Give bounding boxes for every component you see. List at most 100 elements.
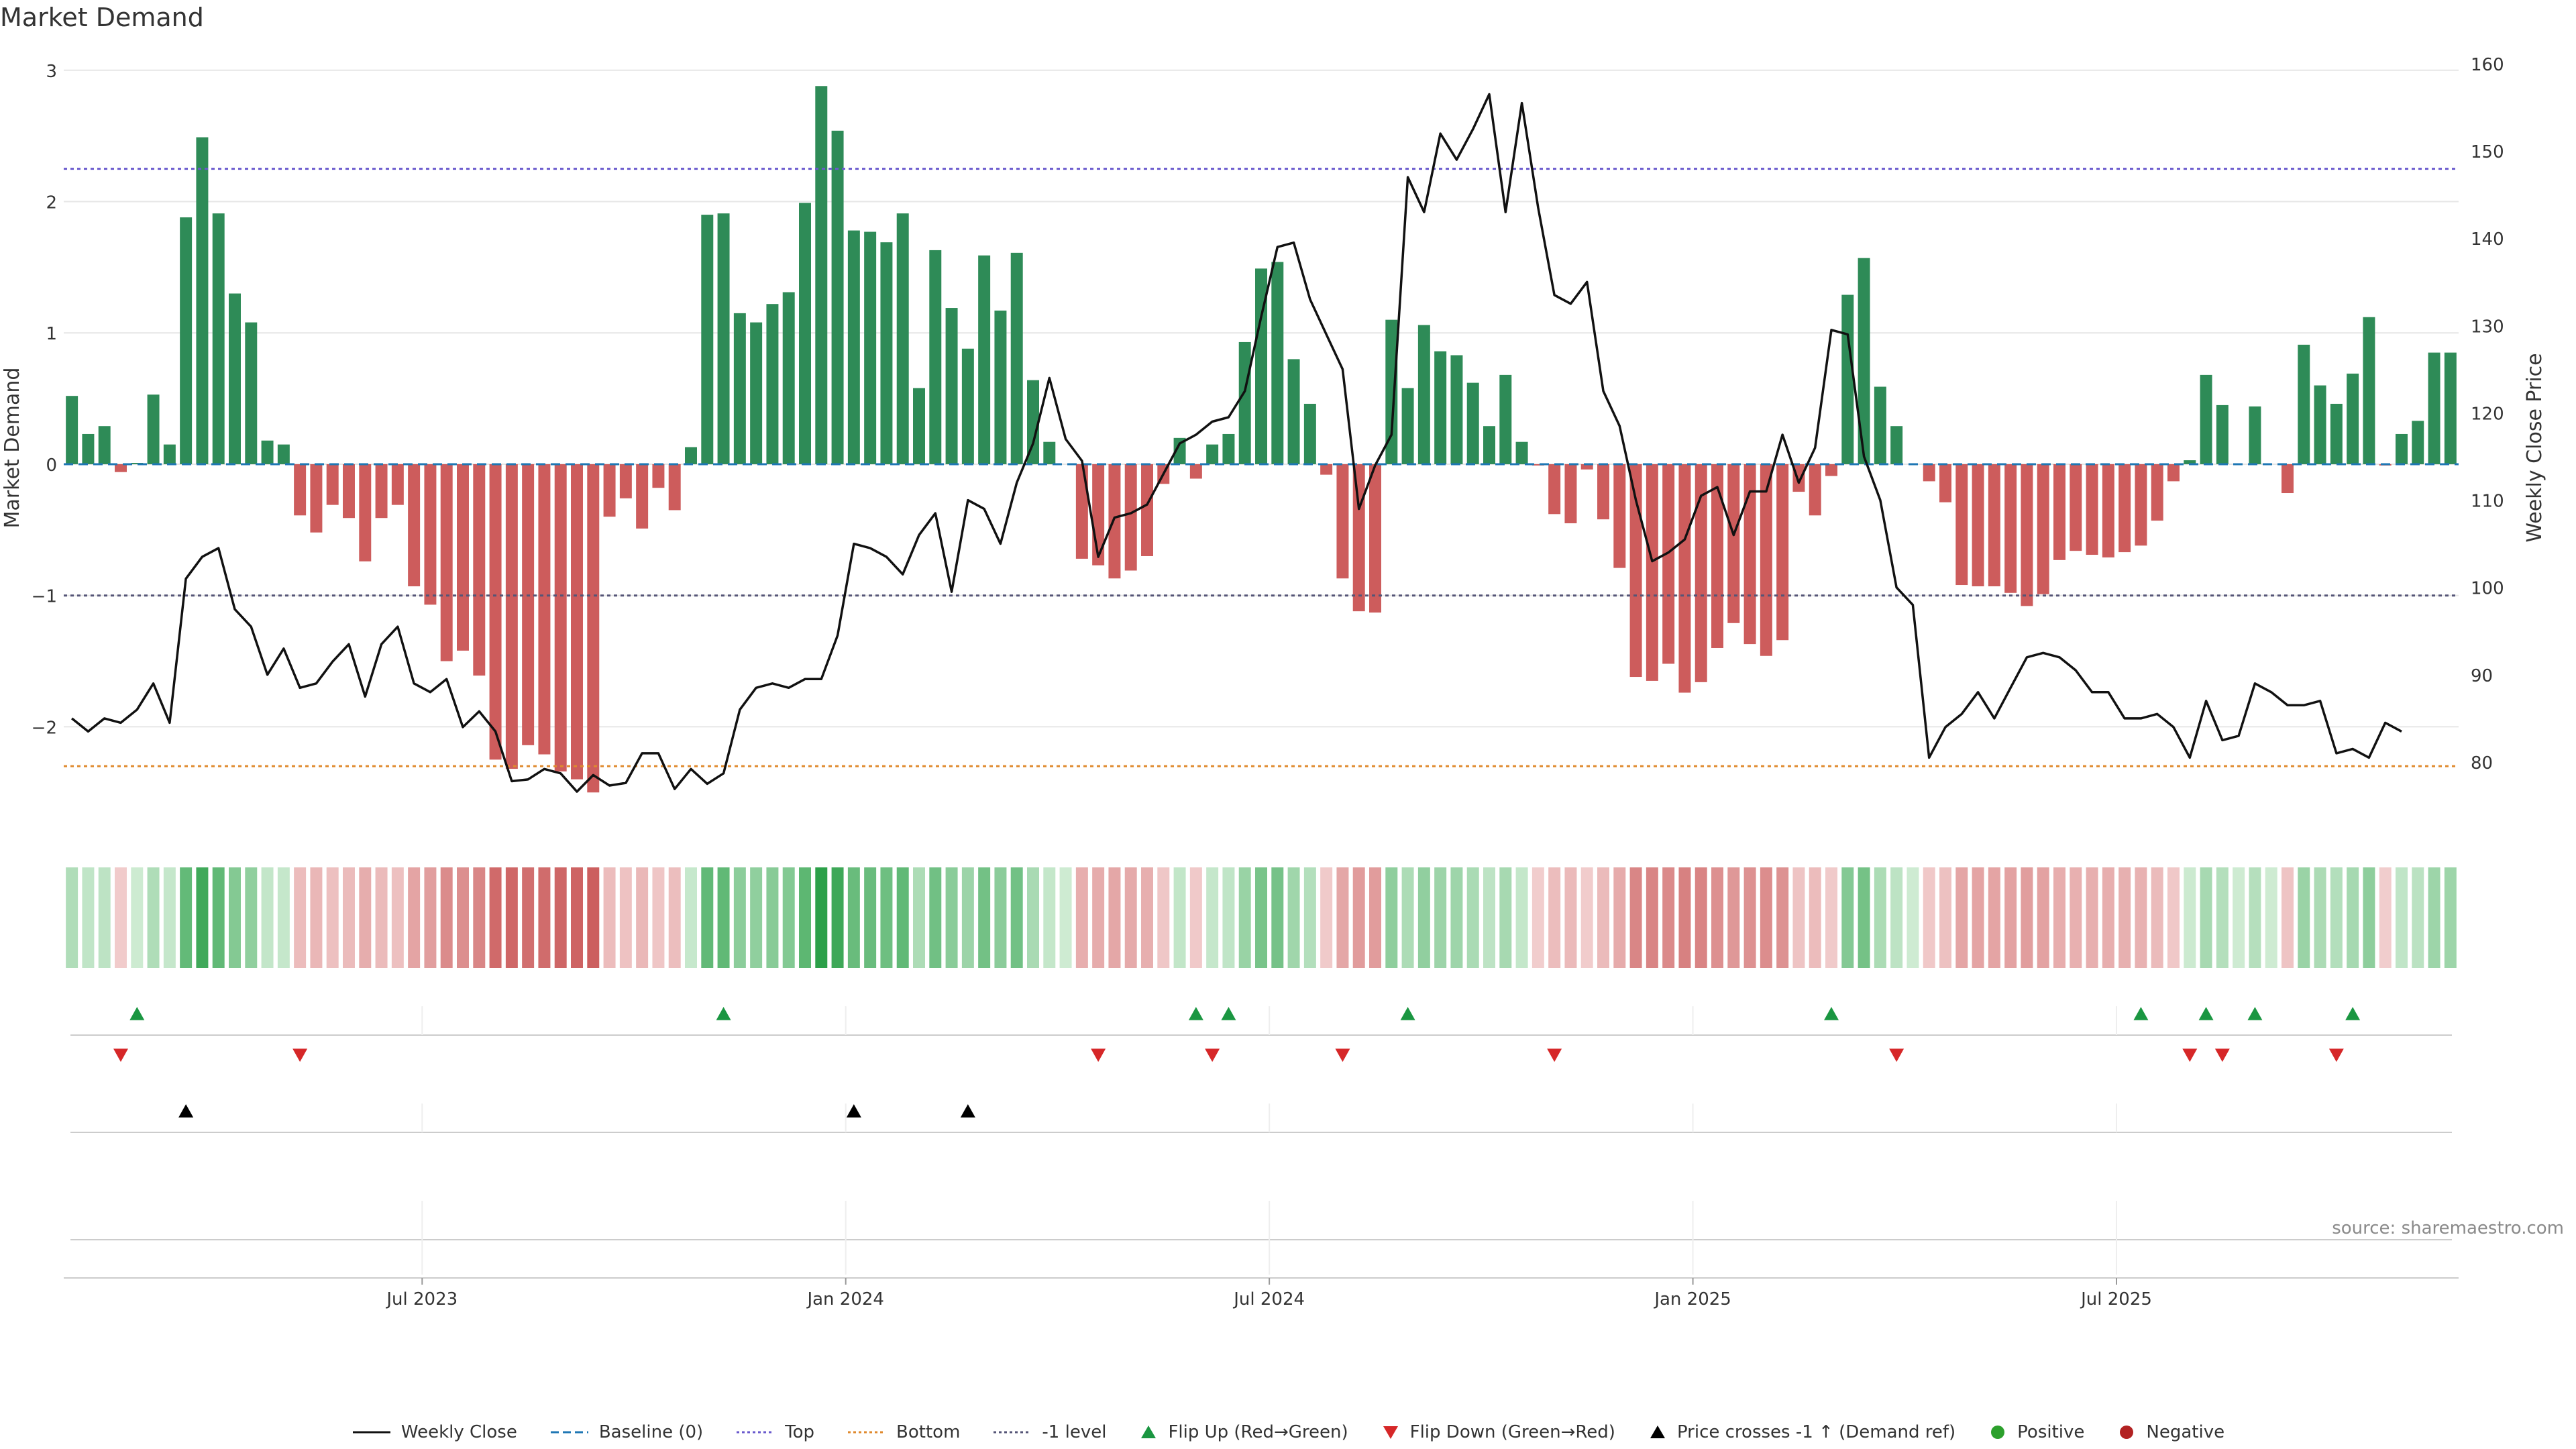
bar-negative xyxy=(522,464,535,745)
y-tick-label: 2 xyxy=(46,193,57,213)
heat-cell xyxy=(701,867,714,968)
heat-cell xyxy=(603,867,616,968)
heat-cell xyxy=(587,867,600,968)
heat-cell xyxy=(375,867,388,968)
heat-cell xyxy=(1825,867,1837,968)
x-tick-label: Jul 2024 xyxy=(1232,1289,1305,1309)
bar-negative xyxy=(1075,464,1088,559)
heat-cell xyxy=(2412,867,2424,968)
heat-cell xyxy=(82,867,95,968)
y-tick-label: 3 xyxy=(46,62,57,82)
heat-cell xyxy=(1320,867,1333,968)
heat-cell xyxy=(440,867,453,968)
bar-negative xyxy=(668,464,681,511)
bar-positive xyxy=(2249,406,2261,464)
bar-negative xyxy=(391,464,404,505)
flip-down-marker xyxy=(292,1049,308,1062)
bar-positive xyxy=(131,463,144,464)
heat-cell xyxy=(880,867,893,968)
bar-negative xyxy=(424,464,437,605)
heat-cell xyxy=(310,867,323,968)
bar-positive xyxy=(880,242,893,464)
source-note: source: sharemaestro.com xyxy=(2332,1218,2564,1238)
y2-axis-label: Weekly Close Price xyxy=(2523,353,2546,542)
flip-up-marker xyxy=(1221,1007,1236,1020)
heat-cell xyxy=(2396,867,2408,968)
heat-cell xyxy=(1890,867,1903,968)
heat-cell xyxy=(229,867,241,968)
bar-positive xyxy=(750,322,763,464)
bar-negative xyxy=(1189,464,1202,479)
legend-swatch-icon xyxy=(1141,1426,1157,1438)
bar-negative xyxy=(473,464,486,676)
flip-up-marker xyxy=(1400,1007,1415,1020)
heat-cell xyxy=(1907,867,1919,968)
bar-positive xyxy=(2200,374,2212,464)
y2-tick-label: 80 xyxy=(2471,753,2493,773)
heat-cell xyxy=(652,867,665,968)
legend-label: Flip Up (Red→Green) xyxy=(1168,1422,1348,1442)
bar-negative xyxy=(1613,464,1626,568)
bar-negative xyxy=(1662,464,1675,664)
heat-cell xyxy=(163,867,176,968)
bar-negative xyxy=(440,464,453,661)
bar-negative xyxy=(359,464,372,561)
y-tick-label: −2 xyxy=(32,718,57,738)
heat-cell xyxy=(1287,867,1300,968)
heat-cell xyxy=(343,867,355,968)
heat-cell xyxy=(424,867,437,968)
bar-negative xyxy=(1695,464,1707,682)
heat-cell xyxy=(896,867,909,968)
heat-cell xyxy=(1483,867,1495,968)
heat-cell xyxy=(1417,867,1430,968)
heat-cell xyxy=(2330,867,2343,968)
heat-cell xyxy=(1743,867,1756,968)
heat-cell xyxy=(831,867,844,968)
legend-item: Flip Down (Green→Red) xyxy=(1381,1422,1615,1442)
heat-cell xyxy=(913,867,925,968)
bar-positive xyxy=(147,394,160,464)
y-tick-label: 1 xyxy=(46,324,57,344)
bar-positive xyxy=(1841,294,1854,464)
heat-cell xyxy=(1222,867,1235,968)
bar-positive xyxy=(766,304,779,464)
bar-positive xyxy=(1271,262,1284,464)
heat-cell xyxy=(1646,867,1658,968)
y-axis-label: Market Demand xyxy=(1,368,24,529)
flip-down-marker xyxy=(1335,1049,1350,1062)
heat-cell xyxy=(1548,867,1561,968)
bar-positive xyxy=(2444,352,2457,464)
bar-negative xyxy=(2004,464,2017,593)
heat-cell xyxy=(294,867,307,968)
heat-cell xyxy=(685,867,697,968)
bar-positive xyxy=(799,203,811,464)
heat-cell xyxy=(2086,867,2098,968)
legend-label: Negative xyxy=(2146,1422,2225,1442)
bar-positive xyxy=(1222,433,1235,464)
legend-swatch-icon xyxy=(1650,1426,1665,1438)
legend-item: Bottom xyxy=(847,1422,960,1442)
bar-negative xyxy=(1108,464,1121,579)
legend-item: Baseline (0) xyxy=(549,1422,703,1442)
bar-positive xyxy=(1466,382,1479,464)
bar-negative xyxy=(1646,464,1658,681)
bar-positive xyxy=(913,388,925,464)
heat-cell xyxy=(1499,867,1512,968)
heat-cell xyxy=(1695,867,1707,968)
legend-item: Flip Up (Red→Green) xyxy=(1138,1422,1348,1442)
bar-negative xyxy=(1809,464,1821,516)
heat-cell xyxy=(1141,867,1153,968)
bar-positive xyxy=(896,213,909,464)
heat-cell xyxy=(1939,867,1951,968)
bar-positive xyxy=(1385,319,1398,464)
heat-cell xyxy=(1027,867,1039,968)
bar-negative xyxy=(1548,464,1561,515)
bar-negative xyxy=(343,464,355,519)
bar-negative xyxy=(619,464,632,498)
heat-cell xyxy=(1597,867,1609,968)
heat-cell xyxy=(1711,867,1723,968)
flip-down-marker xyxy=(113,1049,128,1062)
heat-cell xyxy=(1841,867,1854,968)
heat-cell xyxy=(1972,867,1984,968)
bar-positive xyxy=(2314,385,2326,464)
